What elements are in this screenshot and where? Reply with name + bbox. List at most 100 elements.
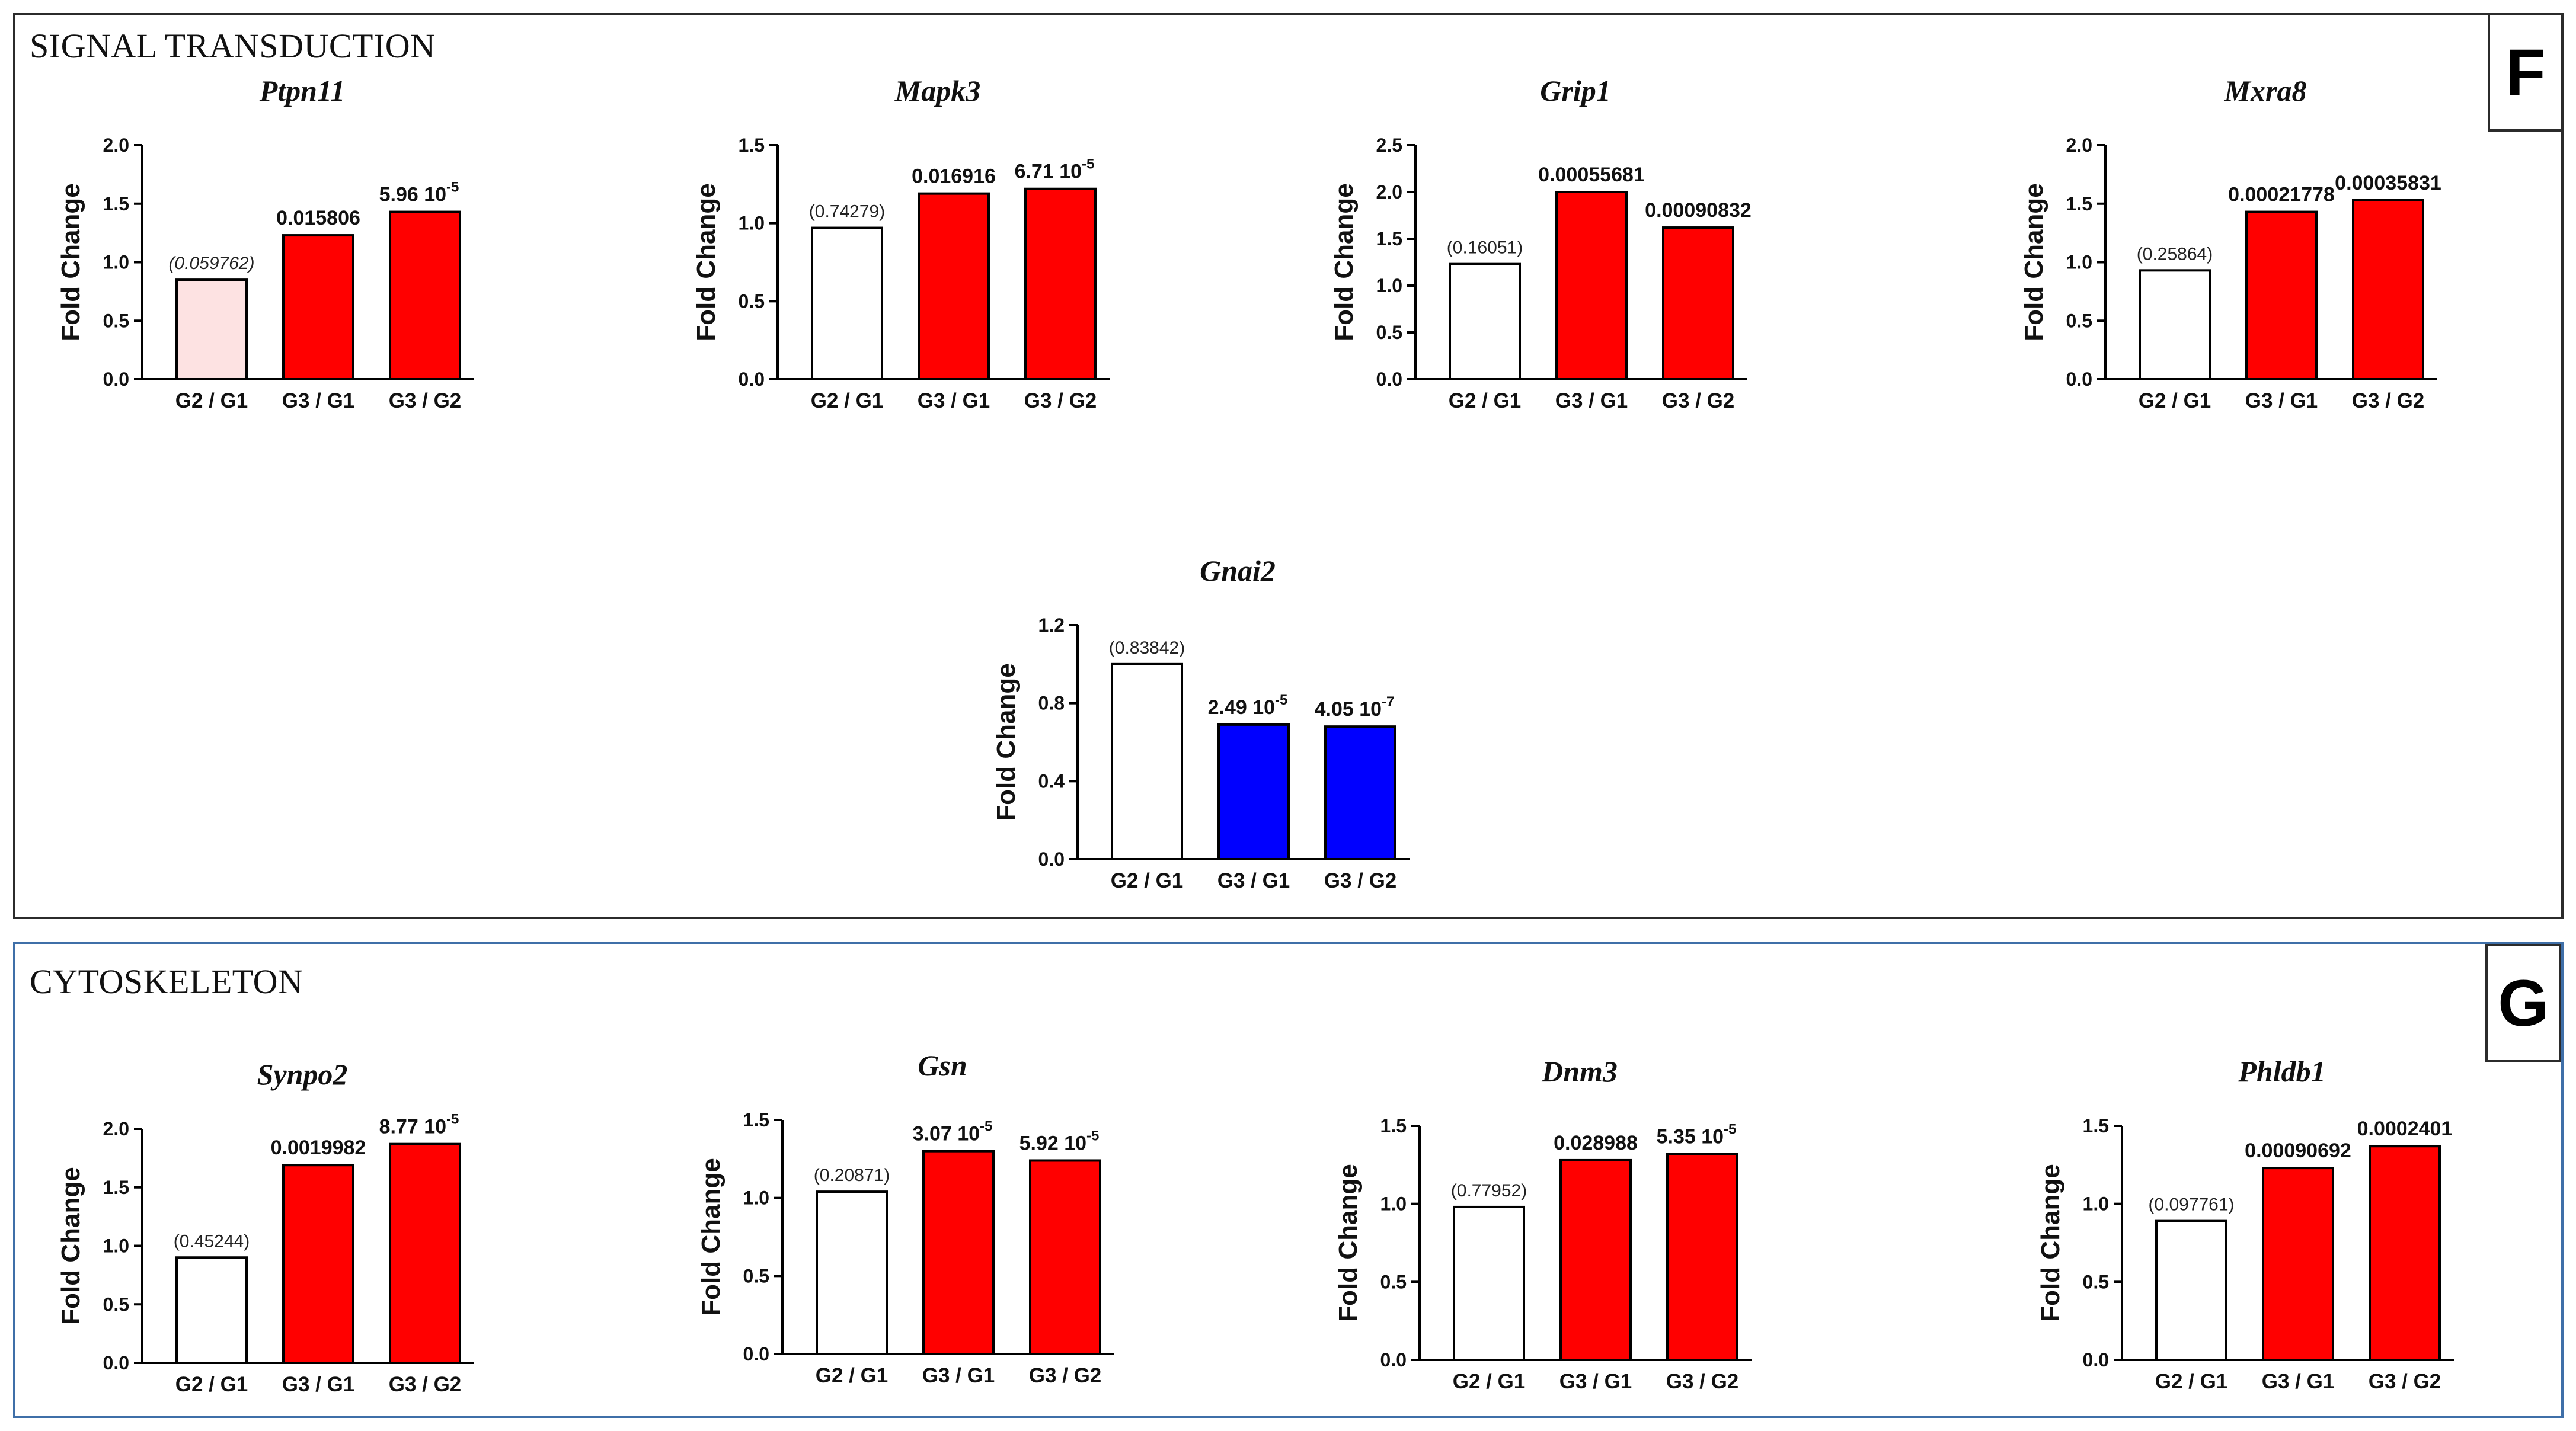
y-tick-label: 1.0: [103, 252, 129, 273]
y-tick-label: 1.0: [1380, 1193, 1407, 1215]
p-value-label: 0.00090692: [2245, 1139, 2351, 1162]
y-axis-label: Fold Change: [2036, 1164, 2065, 1321]
y-tick-label: 1.5: [103, 193, 129, 215]
bar-2: [282, 234, 354, 381]
p-value-label: 5.96 10-5: [379, 180, 459, 206]
y-tick-label: 0.5: [2083, 1271, 2109, 1292]
p-value-label: (0.25864): [2137, 244, 2213, 264]
y-tick-label: 0.5: [739, 290, 765, 312]
x-tick-label: G2 / G1: [811, 389, 884, 412]
chart-title: Ptpn11: [259, 74, 345, 107]
y-tick-label: 0.0: [2066, 369, 2092, 390]
y-tick-label: 0.5: [103, 310, 129, 331]
p-value-label: 0.015806: [276, 207, 360, 229]
y-axis-label: Fold Change: [992, 663, 1021, 821]
x-tick-label: G3 / G1: [1555, 389, 1628, 412]
y-tick-label: 1.0: [743, 1187, 769, 1209]
bar-3: [1024, 187, 1097, 380]
p-value-label: (0.74279): [809, 202, 885, 222]
chart-title: Mapk3: [894, 74, 980, 107]
y-tick-label: 0.5: [1376, 322, 1402, 343]
x-tick-label: G3 / G1: [922, 1364, 995, 1387]
p-value-label: 0.00055681: [1538, 164, 1645, 186]
chart-title: Gnai2: [1200, 554, 1276, 587]
y-tick-label: 0.4: [1038, 770, 1065, 792]
x-tick-label: G2 / G1: [2155, 1370, 2228, 1393]
y-tick-label: 0.0: [2083, 1349, 2109, 1371]
p-value-label: (0.83842): [1109, 638, 1185, 658]
p-value-label: 4.05 10-7: [1315, 694, 1395, 721]
p-value-label: 5.35 10-5: [1657, 1121, 1737, 1148]
x-tick-label: G2 / G1: [175, 389, 248, 412]
bar-2: [922, 1150, 995, 1356]
x-tick-label: G3 / G2: [389, 1373, 462, 1396]
y-axis-label: Fold Change: [692, 183, 721, 341]
p-value-label: 3.07 10-5: [913, 1119, 993, 1145]
y-tick-label: 1.0: [2066, 252, 2092, 273]
bar-2: [1217, 723, 1290, 860]
x-tick-label: G3 / G2: [1024, 389, 1097, 412]
section-title-signal: SIGNAL TRANSDUCTION: [30, 27, 436, 65]
bar-2: [282, 1164, 354, 1364]
cytoskeleton-panel: CYTOSKELETON G: [13, 942, 2564, 1418]
bar-3: [2369, 1145, 2441, 1361]
chart-mxra8: Mxra8 Fold Change 0.0 0.5 1.0 1.5 2.0 G2 / G1 (0…: [2019, 74, 2441, 412]
section-title-cyto: CYTOSKELETON: [30, 962, 303, 1001]
y-tick-label: 1.5: [2083, 1115, 2109, 1137]
x-tick-label: G2 / G1: [1111, 869, 1184, 892]
x-tick-label: G3 / G1: [282, 1373, 355, 1396]
bar-1: [2155, 1219, 2227, 1361]
chart-dnm3: Dnm3 Fold Change 0.0 0.5 1.0 1.5 G2 / G1 (0.779…: [1334, 1055, 1752, 1393]
y-tick-label: 2.0: [103, 135, 129, 156]
chart-gnai2: Gnai2 Fold Change 0.0 0.4 0.8 1.2 G2 / G1 (0.83…: [992, 554, 1410, 892]
x-tick-label: G3 / G2: [2369, 1370, 2441, 1393]
p-value-label: 0.028988: [1554, 1132, 1638, 1154]
x-tick-label: G3 / G2: [2352, 389, 2425, 412]
x-tick-label: G2 / G1: [816, 1364, 889, 1387]
y-tick-label: 0.0: [739, 369, 765, 390]
bar-1: [1111, 662, 1183, 860]
y-axis-label: Fold Change: [2019, 183, 2048, 341]
chart-title: Grip1: [1540, 74, 1610, 107]
p-value-label: 0.0019982: [271, 1137, 366, 1159]
y-tick-label: 2.5: [1376, 135, 1402, 156]
y-tick-label: 1.0: [739, 213, 765, 234]
y-tick-label: 1.5: [103, 1177, 129, 1198]
chart-title: Gsn: [918, 1049, 967, 1082]
bar-1: [175, 1256, 248, 1364]
panel-letter-f: F: [2488, 13, 2564, 132]
y-tick-label: 2.0: [2066, 135, 2092, 156]
bar-1: [1449, 262, 1521, 380]
p-value-label: (0.45244): [174, 1231, 250, 1251]
y-tick-label: 0.5: [743, 1265, 769, 1286]
y-axis-label: Fold Change: [56, 183, 85, 341]
y-tick-label: 0.0: [1038, 849, 1065, 870]
bar-2: [1555, 191, 1628, 380]
y-axis-label: Fold Change: [696, 1158, 726, 1315]
x-tick-label: G2 / G1: [175, 1373, 248, 1396]
x-tick-label: G3 / G1: [2245, 389, 2318, 412]
y-tick-label: 0.0: [1380, 1349, 1407, 1371]
p-value-label: 0.0002401: [2357, 1118, 2453, 1140]
bar-3: [1662, 226, 1734, 381]
p-value-label: (0.20871): [814, 1166, 890, 1185]
y-tick-label: 1.5: [1380, 1115, 1407, 1137]
chart-title: Synpo2: [257, 1058, 348, 1091]
y-axis-label: Fold Change: [1334, 1164, 1363, 1321]
x-tick-label: G3 / G1: [282, 389, 355, 412]
y-tick-label: 1.5: [1376, 228, 1402, 249]
bar-1: [816, 1190, 888, 1355]
chart-title: Phldb1: [2238, 1055, 2325, 1088]
p-value-label: 0.016916: [912, 165, 996, 188]
x-tick-label: G2 / G1: [1449, 389, 1522, 412]
p-value-label: (0.097761): [2148, 1195, 2234, 1215]
y-tick-label: 1.0: [2083, 1193, 2109, 1215]
chart-synpo2: Synpo2 Fold Change 0.0 0.5 1.0 1.5 2.0 G2 / G1 (…: [56, 1058, 474, 1396]
y-tick-label: 1.2: [1038, 614, 1065, 636]
y-tick-label: 0.0: [743, 1343, 769, 1365]
bar-2: [2262, 1167, 2334, 1361]
x-tick-label: G3 / G1: [1217, 869, 1290, 892]
y-tick-label: 0.0: [1376, 369, 1402, 390]
bar-3: [389, 210, 461, 380]
bar-2: [2245, 210, 2318, 380]
